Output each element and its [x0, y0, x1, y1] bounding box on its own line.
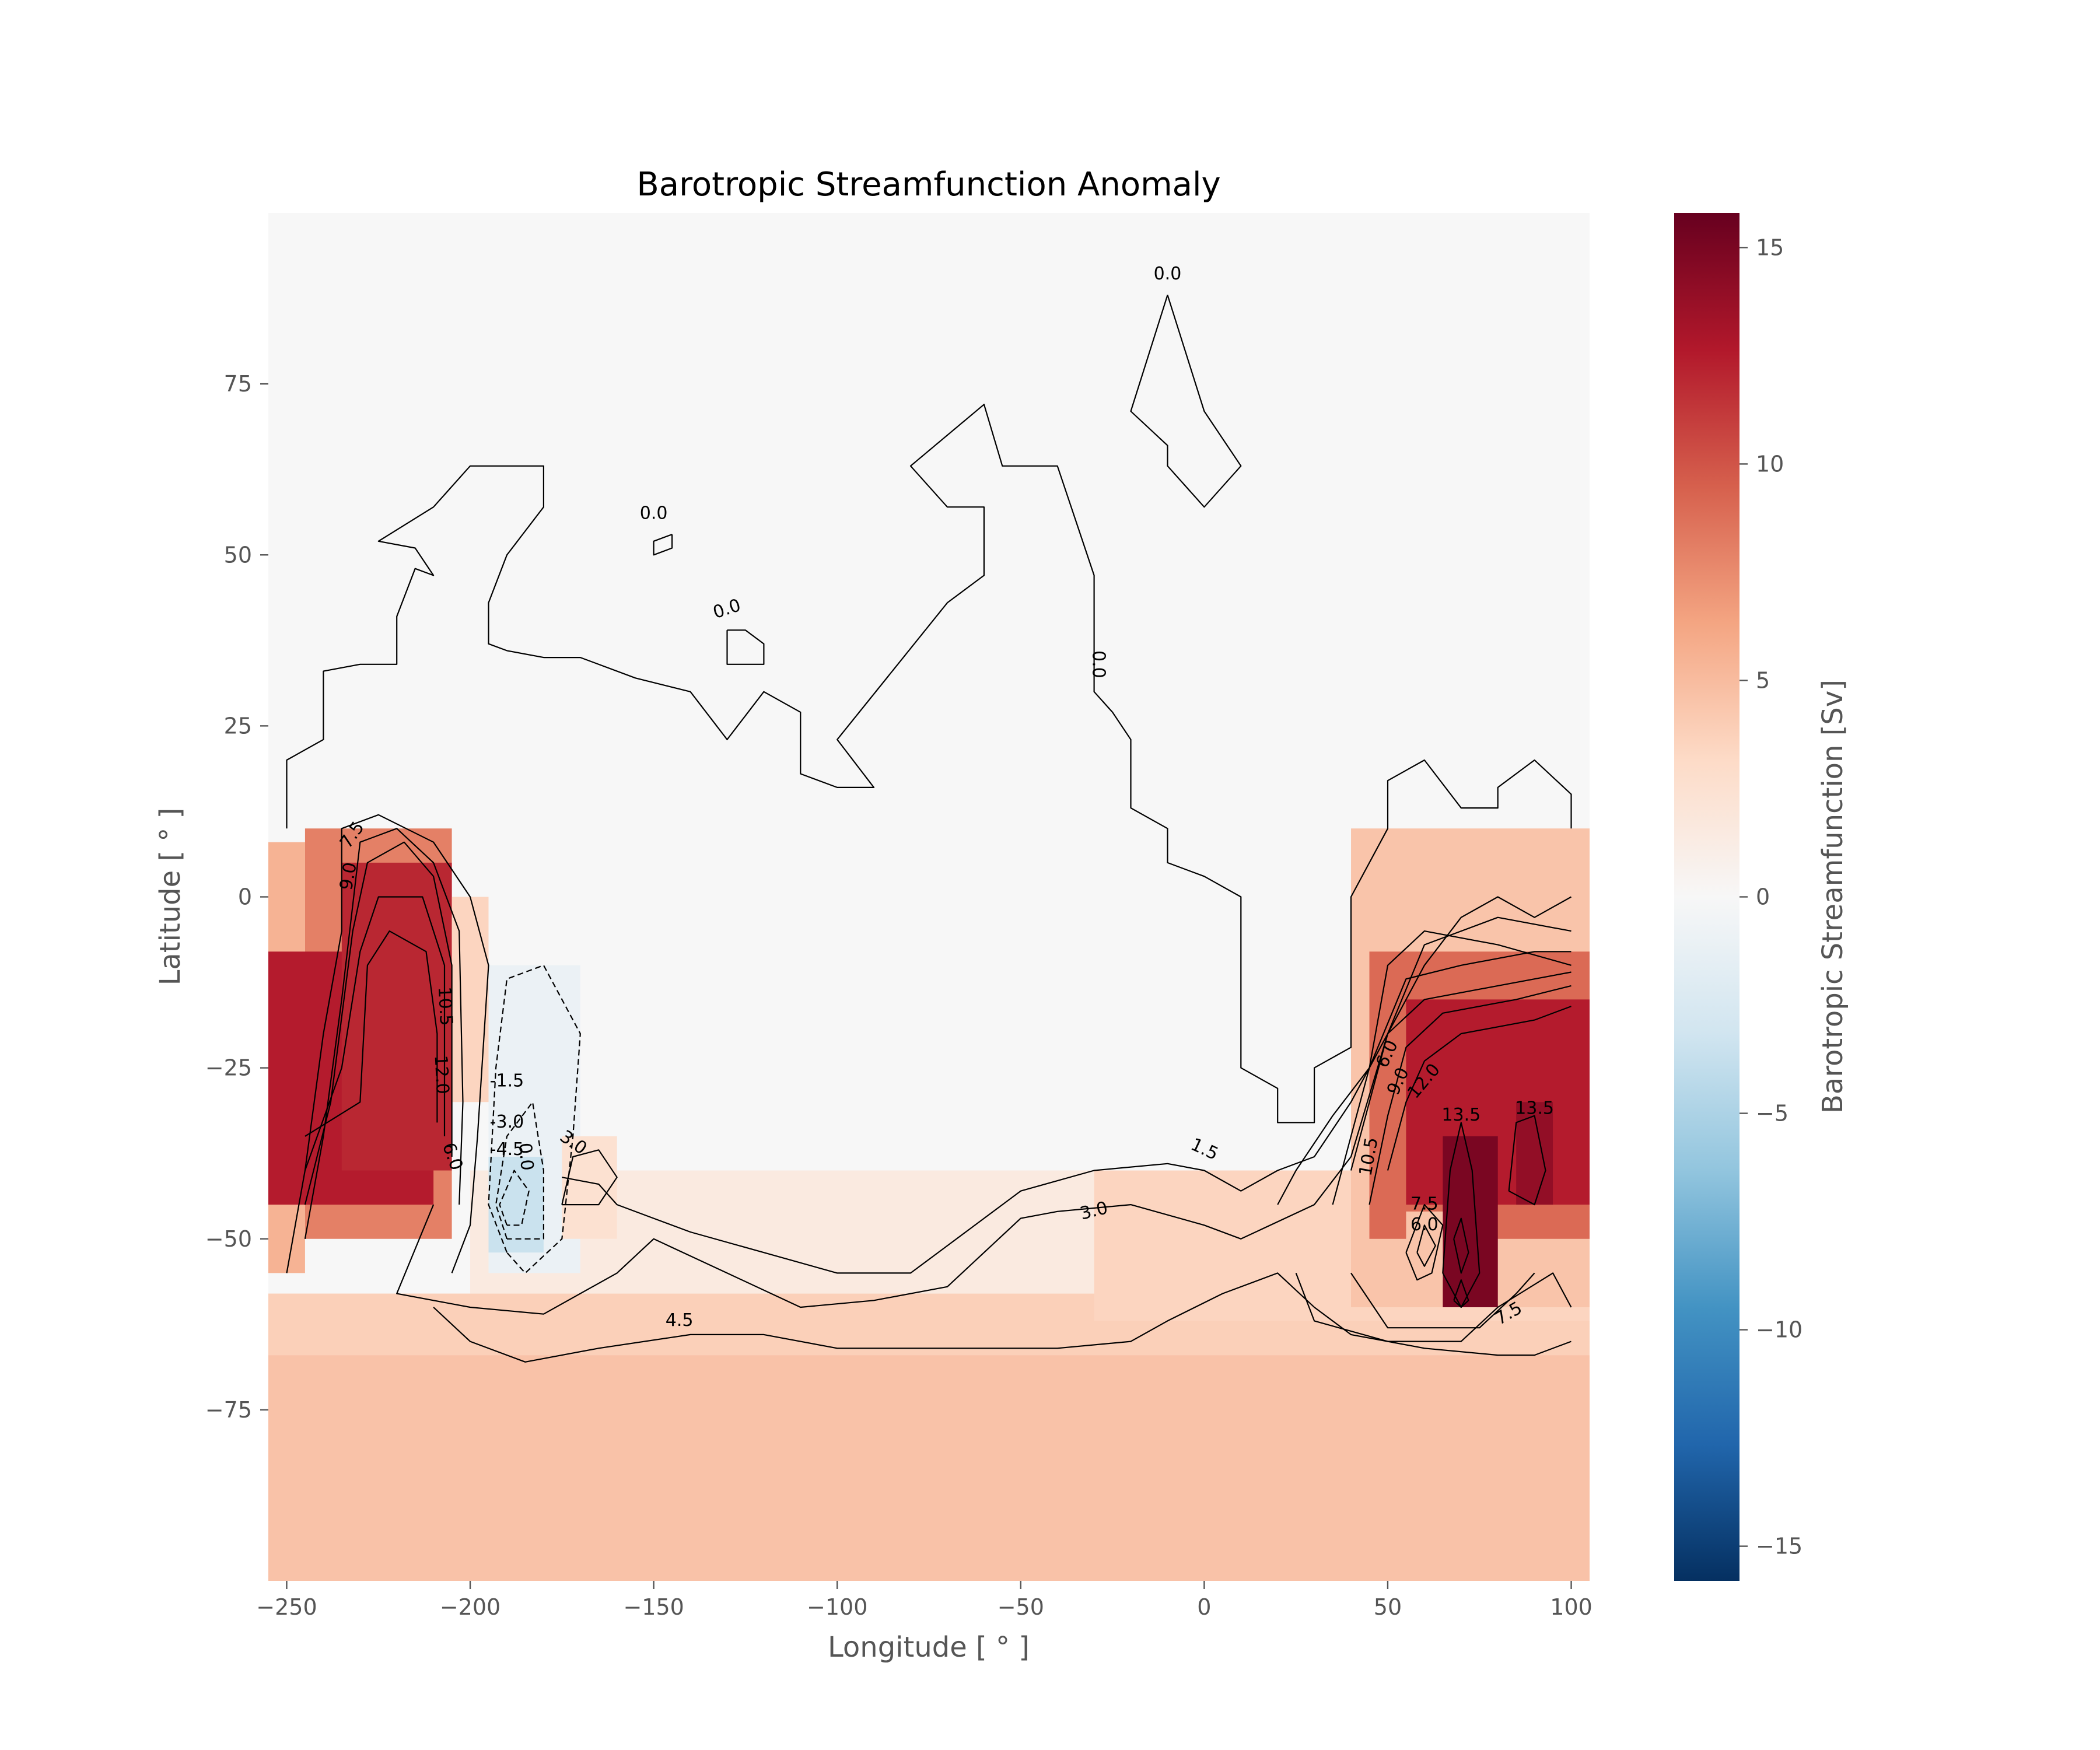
x-tick-label: −100 — [807, 1594, 867, 1620]
colorbar-ticks: 15 10 5 0 −5 −10 −15 — [1740, 235, 1803, 1559]
contour-line — [499, 1170, 530, 1226]
chart-title: Barotropic Streamfunction Anomaly — [636, 166, 1220, 204]
heatmap-cell — [268, 1355, 1590, 1581]
x-axis-label: Longitude [ ° ] — [828, 1631, 1030, 1664]
contour-line — [495, 1101, 545, 1240]
contour-line — [1387, 1006, 1572, 1171]
y-tick-label: −75 — [205, 1397, 252, 1423]
y-axis-ticks: 75 50 25 0 −25 −50 −75 — [205, 371, 268, 1423]
contour-line — [562, 896, 1572, 1274]
contour-line — [304, 828, 464, 1239]
colorbar-tick-label: 10 — [1756, 451, 1784, 477]
colorbar-gradient — [1674, 213, 1740, 1581]
contour-label: 0.0 — [514, 1142, 537, 1172]
heatmap-cell — [1406, 999, 1590, 1205]
y-tick-label: −25 — [205, 1055, 252, 1081]
contour-label: 12.0 — [430, 1055, 452, 1095]
contour-label: 13.5 — [1515, 1098, 1554, 1118]
y-axis-label: Latitude [ ° ] — [154, 808, 187, 986]
contour-line — [433, 1272, 1572, 1363]
contour-line — [726, 629, 765, 665]
x-tick-label: 100 — [1550, 1594, 1592, 1620]
heatmap-layer — [268, 213, 1590, 1581]
contour-line — [1368, 985, 1572, 1205]
x-tick-label: 50 — [1374, 1594, 1402, 1620]
heatmap-cell — [341, 862, 452, 1171]
y-tick-label: 50 — [224, 542, 252, 568]
contour-line — [1277, 930, 1572, 1205]
contour-label: 0.0 — [1088, 650, 1108, 678]
contour-line — [1508, 1115, 1546, 1206]
heatmap-cell — [488, 1157, 544, 1253]
x-tick-label: −150 — [623, 1594, 684, 1620]
y-tick-label: 25 — [224, 713, 252, 738]
contour-line — [286, 404, 1572, 1124]
contour-label: 4.5 — [666, 1310, 694, 1331]
contour-label: 9.0 — [336, 861, 361, 892]
contour-line — [304, 896, 446, 1171]
contour-line — [653, 534, 673, 556]
contour-line — [304, 930, 438, 1137]
contour-line — [1332, 951, 1572, 1205]
x-tick-label: −50 — [998, 1594, 1044, 1620]
contour-line — [1130, 295, 1242, 508]
x-tick-label: −250 — [256, 1594, 317, 1620]
contour-label: 6.0 — [1410, 1214, 1438, 1235]
contour-label: -1.5 — [490, 1071, 524, 1091]
colorbar: 15 10 5 0 −5 −10 −15 Barotropic Streamfunction… — [1674, 213, 1849, 1581]
heatmap-cell — [1516, 1102, 1553, 1205]
contour-line — [1405, 1204, 1444, 1281]
contour-line — [561, 1149, 618, 1206]
contour-line — [1453, 1217, 1469, 1274]
contour-label: -4.5 — [490, 1139, 524, 1160]
contour-line — [1295, 1272, 1572, 1342]
colorbar-label: Barotropic Streamfunction [Sv] — [1817, 680, 1849, 1114]
x-axis-ticks: −250 −200 −150 −100 −50 0 50 100 — [256, 1581, 1592, 1620]
contour-line — [1453, 1279, 1469, 1308]
contour-layer — [286, 295, 1572, 1363]
colorbar-tick-label: −5 — [1756, 1101, 1788, 1126]
contour-label: -3.0 — [490, 1112, 524, 1132]
contour-line — [396, 916, 1572, 1315]
colorbar-tick-label: 0 — [1756, 884, 1770, 910]
contour-line — [1416, 1224, 1436, 1267]
y-tick-label: 0 — [238, 884, 252, 910]
plot-area: 0.00.00.00.01.53.04.57.59.010.512.06.0-1… — [268, 213, 1590, 1581]
contour-label: 7.5 — [1410, 1194, 1438, 1214]
contour-label: 13.5 — [1441, 1105, 1480, 1125]
contour-label: 10.5 — [434, 986, 456, 1027]
contour-line — [1350, 1272, 1535, 1329]
contour-line — [488, 964, 581, 1274]
y-tick-label: 75 — [224, 371, 252, 397]
x-tick-label: −200 — [440, 1594, 501, 1620]
y-tick-label: −50 — [205, 1226, 252, 1252]
contour-line — [1350, 971, 1572, 1171]
contour-label: 0.0 — [640, 503, 668, 523]
colorbar-tick-label: 15 — [1756, 235, 1784, 260]
colorbar-tick-label: 5 — [1756, 667, 1770, 693]
contour-line — [304, 841, 453, 1205]
colorbar-tick-label: −15 — [1756, 1534, 1803, 1559]
colorbar-tick-label: −10 — [1756, 1317, 1803, 1343]
x-tick-label: 0 — [1197, 1594, 1211, 1620]
contour-label: 0.0 — [1154, 264, 1182, 284]
contour-line — [286, 814, 489, 1273]
